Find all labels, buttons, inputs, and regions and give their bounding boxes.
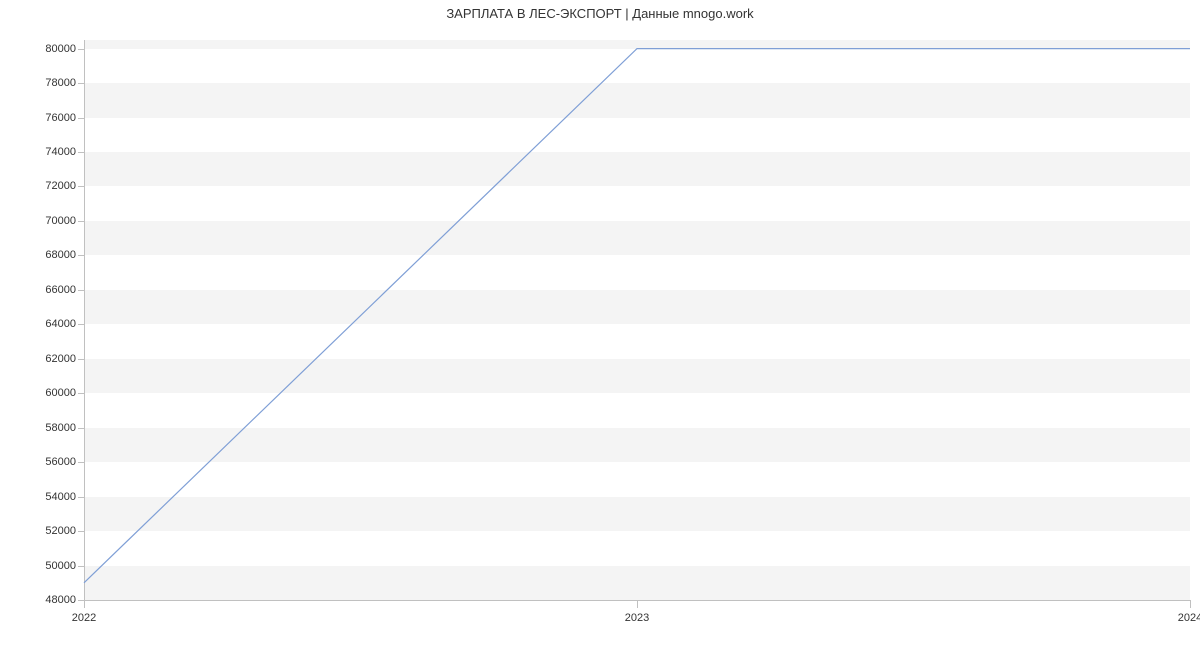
x-tick-label: 2023 [625, 612, 649, 624]
y-tick-label: 80000 [20, 43, 76, 55]
chart-title: ЗАРПЛАТА В ЛЕС-ЭКСПОРТ | Данные mnogo.wo… [0, 6, 1200, 21]
y-tick-label: 52000 [20, 525, 76, 537]
x-tick-label: 2022 [72, 612, 96, 624]
x-tick [1190, 600, 1191, 608]
x-tick [84, 600, 85, 608]
y-tick-label: 74000 [20, 146, 76, 158]
y-tick-label: 54000 [20, 491, 76, 503]
series-layer [84, 40, 1190, 600]
y-tick-label: 50000 [20, 560, 76, 572]
y-tick-label: 56000 [20, 456, 76, 468]
y-tick-label: 68000 [20, 249, 76, 261]
y-tick-label: 60000 [20, 387, 76, 399]
y-tick-label: 58000 [20, 422, 76, 434]
y-tick-label: 66000 [20, 284, 76, 296]
chart-container: ЗАРПЛАТА В ЛЕС-ЭКСПОРТ | Данные mnogo.wo… [0, 0, 1200, 650]
y-tick-label: 78000 [20, 77, 76, 89]
x-tick [637, 600, 638, 608]
y-tick-label: 62000 [20, 353, 76, 365]
x-tick-label: 2024 [1178, 612, 1200, 624]
plot-area: 4800050000520005400056000580006000062000… [84, 40, 1190, 600]
y-tick-label: 64000 [20, 318, 76, 330]
y-tick-label: 72000 [20, 180, 76, 192]
y-tick-label: 48000 [20, 594, 76, 606]
y-tick-label: 76000 [20, 112, 76, 124]
y-tick-label: 70000 [20, 215, 76, 227]
series-line [84, 49, 1190, 583]
